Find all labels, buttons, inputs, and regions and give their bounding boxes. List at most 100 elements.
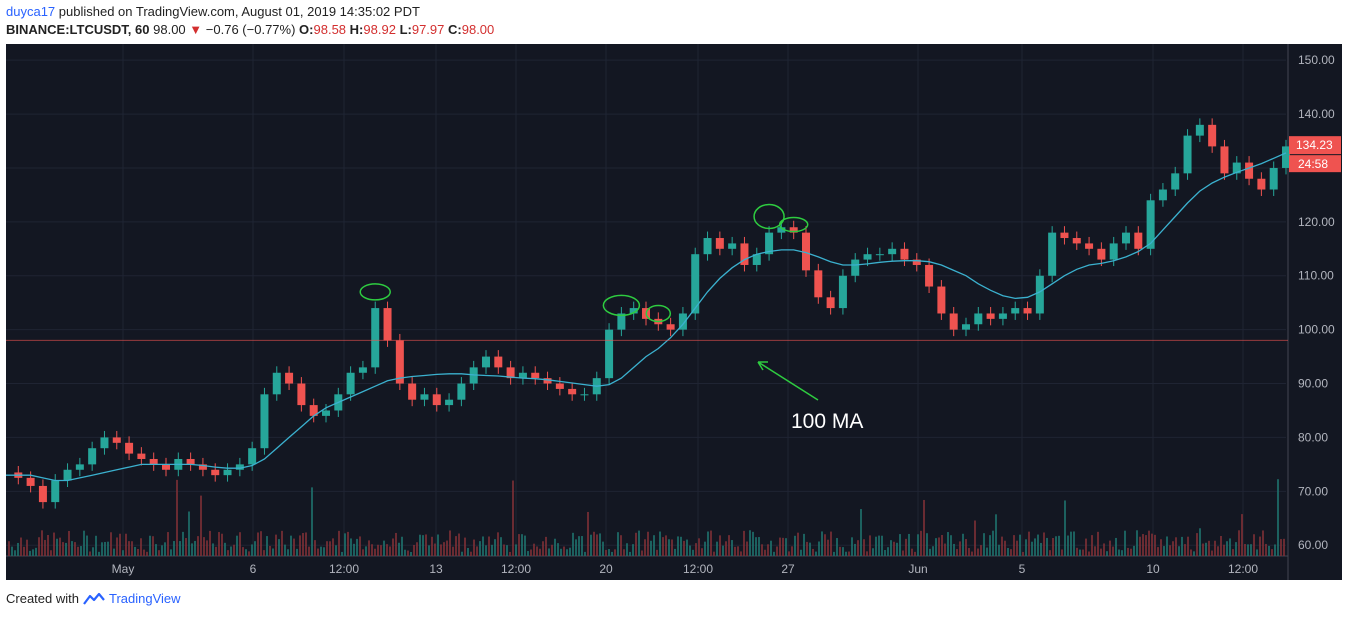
candle-body (580, 394, 589, 396)
volume-bar (119, 533, 121, 556)
candle-body (211, 469, 220, 476)
volume-bar (740, 551, 742, 556)
volume-bar (719, 535, 721, 556)
ma-annotation: 100 MA (791, 410, 863, 433)
volume-bar (1007, 547, 1009, 556)
volume-bar (626, 543, 628, 556)
candle-body (1109, 243, 1118, 260)
volume-bar (251, 544, 253, 556)
volume-bar (725, 541, 727, 556)
volume-bar (14, 550, 16, 556)
volume-bar (1040, 542, 1042, 556)
volume-bar (341, 551, 343, 556)
volume-bar (326, 541, 328, 556)
tradingview-link[interactable]: TradingView (108, 591, 181, 606)
y-tick-label: 90.00 (1298, 377, 1328, 391)
volume-bar (881, 535, 883, 556)
y-tick-label: 70.00 (1298, 484, 1328, 498)
price-chart[interactable]: 150.00140.00130.00120.00110.00100.0090.0… (6, 44, 1342, 580)
x-tick-label: 12:00 (683, 562, 713, 576)
volume-bar (584, 551, 586, 556)
volume-bar (509, 551, 511, 556)
volume-bar (917, 534, 919, 556)
volume-bar (32, 549, 34, 556)
volume-bar (1199, 528, 1201, 556)
volume-bar (35, 547, 37, 556)
candle-body (1134, 232, 1143, 249)
candle-body (728, 243, 737, 249)
volume-bar (1190, 549, 1192, 556)
volume-bar (407, 550, 409, 556)
volume-bar (1187, 536, 1189, 556)
volume-bar (1139, 536, 1141, 556)
price-change: −0.76 (−0.77%) (205, 22, 296, 37)
volume-bar (173, 541, 175, 556)
volume-bar (515, 544, 517, 556)
volume-bar (1214, 540, 1216, 556)
candle-body (26, 477, 35, 486)
volume-bar (779, 537, 781, 556)
volume-bar (287, 549, 289, 556)
chart-panel[interactable]: 150.00140.00130.00120.00110.00100.0090.0… (6, 44, 1342, 580)
candle-body (1183, 135, 1192, 174)
volume-bar (365, 546, 367, 556)
volume-bar (689, 545, 691, 556)
y-tick-label: 80.00 (1298, 430, 1328, 444)
volume-bar (722, 545, 724, 556)
volume-bar (299, 535, 301, 556)
volume-bar (146, 551, 148, 556)
volume-bar (551, 544, 553, 556)
volume-bar (74, 542, 76, 556)
volume-bar (899, 534, 901, 556)
volume-bar (569, 547, 571, 556)
volume-bar (461, 551, 463, 556)
volume-bar (503, 544, 505, 556)
open-label: O: (299, 22, 314, 37)
volume-bar (263, 550, 265, 556)
volume-bar (128, 541, 130, 556)
volume-bar (1046, 537, 1048, 556)
volume-bar (743, 530, 745, 556)
volume-bar (812, 548, 814, 556)
volume-bar (593, 531, 595, 556)
volume-bar (1028, 531, 1030, 556)
volume-bar (284, 544, 286, 556)
volume-bar (662, 537, 664, 556)
volume-bar (674, 548, 676, 556)
volume-bar (446, 540, 448, 556)
x-tick-label: 13 (429, 562, 443, 576)
x-tick-label: 12:00 (329, 562, 359, 576)
volume-bar (476, 546, 478, 556)
volume-bar (950, 535, 952, 556)
countdown-badge (1289, 155, 1341, 173)
x-tick-label: May (112, 562, 135, 576)
volume-bar (677, 536, 679, 556)
candle-body (518, 372, 527, 379)
volume-bar (92, 547, 94, 556)
candle-body (1171, 173, 1180, 190)
volume-bar (161, 545, 163, 556)
volume-bar (599, 533, 601, 556)
candle-body (863, 254, 872, 260)
volume-bar (1073, 531, 1075, 556)
volume-bar (113, 548, 115, 556)
volume-bar (167, 532, 169, 556)
volume-bar (851, 537, 853, 556)
volume-bar (434, 543, 436, 556)
volume-bar (1229, 538, 1231, 556)
author-link[interactable]: duyca17 (6, 4, 56, 19)
volume-bar (683, 540, 685, 556)
volume-bar (200, 495, 202, 556)
volume-bar (1025, 539, 1027, 556)
volume-bar (1160, 539, 1162, 556)
volume-bar (944, 543, 946, 556)
volume-bar (125, 533, 127, 556)
volume-bar (1133, 545, 1135, 556)
volume-bar (512, 480, 514, 556)
volume-bar (137, 548, 139, 556)
open-value: 98.58 (313, 22, 347, 37)
volume-bar (716, 541, 718, 556)
volume-bar (1112, 546, 1114, 556)
volume-bar (632, 544, 634, 556)
volume-bar (776, 546, 778, 556)
